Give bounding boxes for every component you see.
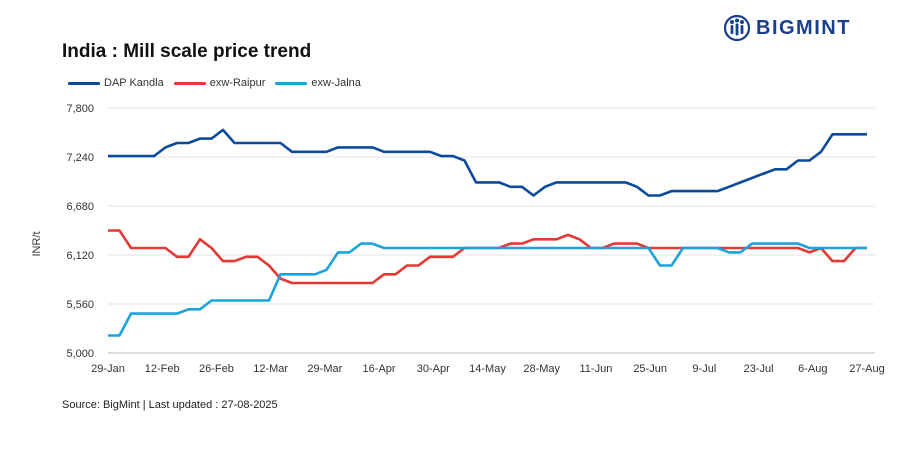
chart-legend: DAP Kandla exw-Raipur exw-Jalna — [68, 77, 361, 89]
x-tick-label: 12-Mar — [253, 363, 288, 375]
legend-item-exw-raipur: exw-Raipur — [173, 77, 266, 89]
x-tick-label: 28-May — [523, 363, 560, 375]
legend-swatch — [173, 81, 206, 85]
brand-name: BIGMINT — [756, 16, 851, 39]
x-tick-label: 12-Feb — [145, 363, 180, 375]
x-tick-label: 11-Jun — [580, 363, 613, 375]
grid-lines — [108, 107, 875, 354]
legend-swatch — [275, 81, 308, 85]
series-line-dap-kandla — [108, 128, 867, 197]
y-tick-label: 6,680 — [66, 201, 94, 213]
legend-item-exw-jalna: exw-Jalna — [275, 77, 361, 89]
legend-label: exw-Raipur — [209, 77, 266, 89]
x-tick-label: 29-Jan — [91, 363, 125, 375]
series-lines — [108, 128, 867, 337]
x-tick-label: 23-Jul — [744, 363, 774, 375]
legend-label: DAP Kandla — [104, 77, 164, 89]
source-note: Source: BigMint | Last updated : 27-08-2… — [62, 399, 278, 411]
series-line-exw-jalna — [108, 242, 867, 337]
x-tick-label: 6-Aug — [798, 363, 827, 375]
legend-label: exw-Jalna — [311, 77, 361, 89]
y-axis-ticks: 5,000 5,560 6,120 6,680 7,240 7,800 — [66, 103, 94, 360]
y-axis-label: INR/t — [31, 231, 43, 256]
x-axis-ticks: 29-Jan 12-Feb 26-Feb 12-Mar 29-Mar 16-Apr 30-A… — [91, 363, 885, 375]
legend-swatch — [68, 81, 100, 85]
chart-title: India : Mill scale price trend — [62, 41, 312, 62]
x-tick-label: 16-Apr — [363, 363, 396, 375]
y-tick-label: 7,800 — [66, 103, 94, 115]
bigmint-figures-icon — [724, 14, 750, 42]
legend-item-dap-kandla: DAP Kandla — [68, 77, 164, 89]
x-tick-label: 9-Jul — [692, 363, 716, 375]
x-tick-label: 14-May — [469, 363, 506, 375]
brand-logo: BIGMINT — [724, 14, 851, 42]
x-tick-label: 30-Apr — [417, 363, 450, 375]
y-tick-label: 6,120 — [66, 250, 94, 262]
series-line-exw-raipur — [108, 229, 867, 285]
x-tick-label: 26-Feb — [199, 363, 234, 375]
x-tick-label: 25-Jun — [633, 363, 667, 375]
y-tick-label: 7,240 — [66, 152, 94, 164]
y-tick-label: 5,000 — [66, 348, 94, 360]
x-tick-label: 29-Mar — [307, 363, 342, 375]
y-tick-label: 5,560 — [66, 299, 94, 311]
x-tick-label: 27-Aug — [849, 363, 884, 375]
